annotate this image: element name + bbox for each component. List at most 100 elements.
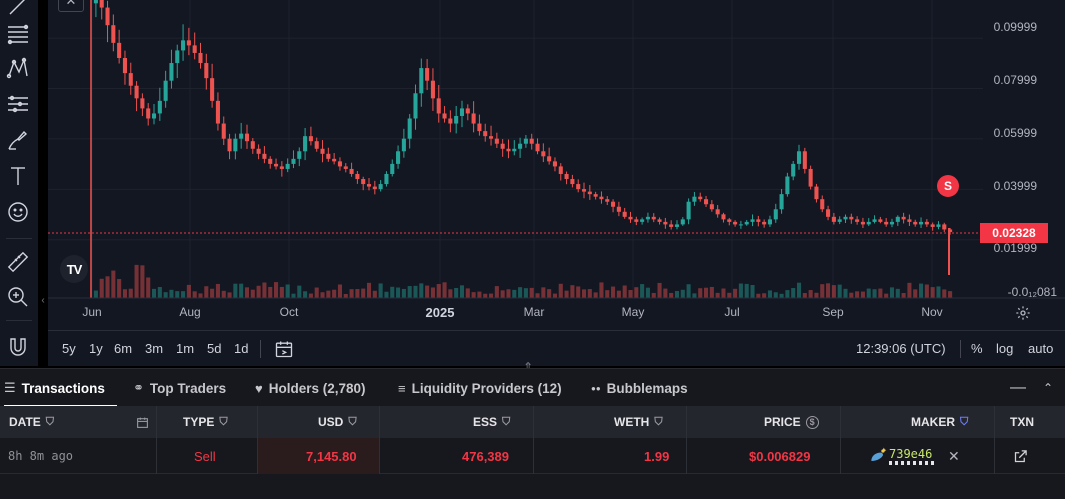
range-5d-button[interactable]: 5d [207,341,222,356]
candle-body [396,151,401,164]
zoom-in-tool-icon[interactable] [4,283,32,311]
candle-body [814,186,819,200]
tab-transactions[interactable]: ☰ Transactions [4,369,117,407]
active-filter-icon[interactable]: ⛉ [960,415,969,428]
candle-body [518,143,523,149]
tab-bubblemaps[interactable]: ●● Bubblemaps [591,369,688,407]
chart-settings-gear-icon[interactable] [1013,303,1033,323]
column-header-ess[interactable]: ESS ⛉ [473,406,510,438]
tab-liquidity-providers[interactable]: ≡ Liquidity Providers (12) [398,369,562,407]
magnet-tool-icon[interactable] [4,333,32,361]
calendar-filter-icon[interactable] [136,406,149,438]
column-header-type[interactable]: TYPE ⛉ [183,406,228,438]
candle-body [599,196,604,200]
candle-body [884,221,889,225]
table-row[interactable]: 8h 8m ago Sell 7,145.80 476,389 1.99 $0.… [0,438,1065,474]
volume-bar [297,285,302,298]
candle-body [872,219,877,222]
candle-body [465,108,470,114]
pattern-tool-icon[interactable] [4,54,32,82]
candle-body [924,221,929,225]
maker-address[interactable]: 739e46 [889,447,933,461]
trend-line-tool-icon[interactable] [4,0,32,20]
candle-body [175,50,180,64]
percent-scale-button[interactable]: % [971,341,983,356]
prediction-tool-icon[interactable] [4,90,32,118]
tab-holders[interactable]: ♥ Holders (2,780) [255,369,366,407]
time-tick-label: Jun [82,305,102,319]
volume-bar [924,284,929,298]
candle-body [430,80,435,99]
column-header-maker[interactable]: MAKER ⛉ [911,406,968,438]
volume-bar [227,292,232,298]
volume-bar [547,289,552,298]
candle-body [669,224,674,227]
candle-body [454,115,459,124]
volume-bar [756,293,761,298]
column-header-weth[interactable]: WETH ⛉ [614,406,663,438]
column-header-price[interactable]: PRICE $ [764,406,819,438]
auto-scale-button[interactable]: auto [1028,341,1054,356]
candle-body [355,173,360,180]
fib-lines-tool-icon[interactable] [4,20,32,48]
liquidity-icon: ≡ [398,380,406,396]
range-3m-button[interactable]: 3m [145,341,164,356]
candle-body [93,0,98,4]
close-icon[interactable]: ✕ [58,0,84,12]
date-range-calendar-icon[interactable] [274,339,294,364]
text-tool-icon[interactable] [4,162,32,190]
resize-handle-icon[interactable]: ⇕ [522,360,534,374]
ruler-tool-icon[interactable] [4,248,32,276]
filter-icon[interactable]: ⛉ [654,415,663,428]
range-1m-button[interactable]: 1m [176,341,195,356]
volume-bar [733,288,738,298]
candle-body [425,68,430,81]
volume-bar [459,285,465,298]
log-scale-button[interactable]: log [996,341,1014,356]
candle-body [930,224,935,227]
candle-body [477,123,482,132]
minimize-panel-icon[interactable]: — [1010,379,1026,396]
candle-body [326,153,331,159]
utc-clock[interactable]: 12:39:06 (UTC) [856,341,946,356]
candle-body [686,201,691,220]
tab-top-traders[interactable]: ⚭ Top Traders [133,369,226,407]
volume-bar [146,277,151,298]
candle-body [855,219,860,222]
collapse-toolbar-chevron-icon[interactable]: ‹ [41,294,45,306]
range-6m-button[interactable]: 6m [114,341,133,356]
emoji-tool-icon[interactable] [4,198,32,226]
price-chart[interactable]: ✕ 0.09999 0.07999 0.05999 0.03999 0.0199… [48,0,1065,330]
column-divider [840,406,841,474]
tradingview-logo[interactable]: TV [60,255,88,283]
expand-panel-chevron-icon[interactable]: ⌃ [1043,381,1054,395]
candlestick-plot [48,0,1065,299]
filter-icon[interactable]: ⛉ [348,415,357,428]
range-5y-button[interactable]: 5y [62,341,76,356]
candle-body [721,214,726,220]
brush-tool-icon[interactable] [4,126,32,154]
volume-bar [465,288,470,298]
candle-body [529,138,534,144]
open-transaction-external-link-icon[interactable] [1013,438,1028,474]
volume-bar [93,290,98,298]
volume-bar [337,284,342,298]
column-header-usd[interactable]: USD ⛉ [318,406,357,438]
range-1y-button[interactable]: 1y [89,341,103,356]
sell-marker-badge[interactable]: S [937,175,959,197]
volume-bar [332,289,337,298]
volume-bar [239,283,244,298]
candle-body [535,143,540,152]
filter-icon[interactable]: ⛉ [45,415,55,428]
column-header-date[interactable]: DATE ⛉ [9,406,54,438]
row-maker[interactable]: 739e46 [889,438,937,474]
filter-icon[interactable]: ⛉ [219,415,228,428]
maker-avatar-icon [868,438,888,474]
candle-body [948,229,953,232]
list-icon: ☰ [4,380,16,395]
range-1d-button[interactable]: 1d [234,341,249,356]
volume-bar [448,289,453,298]
currency-toggle-icon[interactable]: $ [805,415,819,429]
filter-icon[interactable]: ⛉ [502,415,511,428]
remove-maker-filter-close-icon[interactable]: ✕ [948,447,960,464]
